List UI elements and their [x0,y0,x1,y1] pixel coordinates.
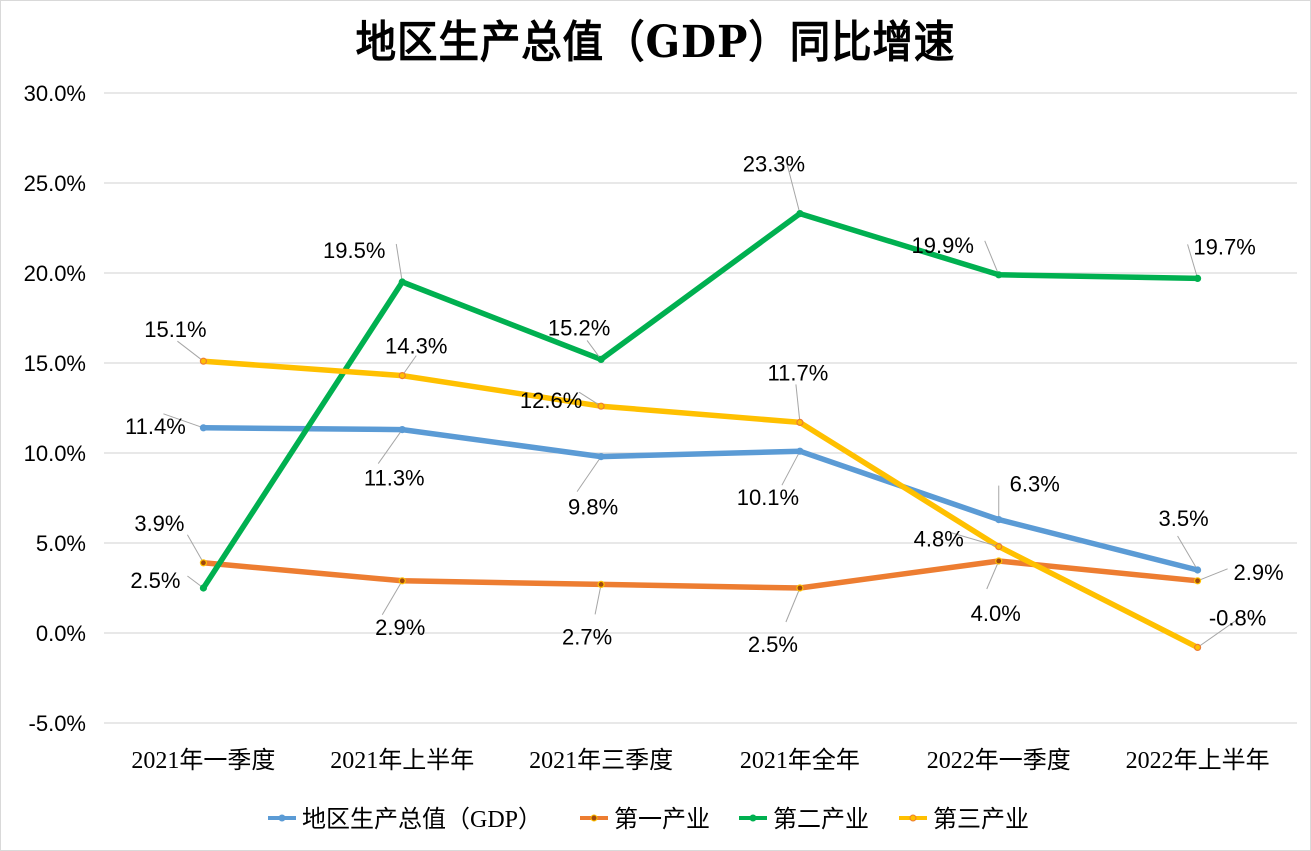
y-tick-label: 10.0% [24,441,86,466]
data-point[interactable] [398,577,406,585]
series-line [200,425,1201,573]
series-line [200,210,1201,591]
data-point[interactable] [398,372,406,380]
legend-label[interactable]: 第一产业 [614,806,710,833]
data-label: 2.9% [1234,560,1284,585]
leader-line [163,413,204,429]
data-point[interactable] [796,447,804,455]
data-label: 4.8% [914,527,964,552]
data-label: 3.9% [134,511,184,536]
series-line [200,358,1201,651]
y-tick-label: 5.0% [36,531,86,556]
leader-line [950,532,999,548]
x-tick-label: 2021年全年 [740,747,860,774]
x-tick-label: 2021年上半年 [330,747,474,774]
legend-marker [909,814,917,822]
leader-line [395,243,403,283]
data-label: 23.3% [743,152,805,177]
data-label: 19.5% [323,238,385,263]
data-point[interactable] [1193,274,1202,282]
data-label: 2.5% [748,632,798,657]
legend-marker [749,814,757,822]
data-label: 12.6% [520,388,582,413]
data-point[interactable] [796,584,804,592]
leader-line [986,560,1000,590]
data-label: 11.7% [768,360,829,385]
data-label: 19.7% [1193,234,1255,259]
data-label: 3.5% [1159,506,1209,531]
data-label: 6.3% [1010,472,1060,497]
leader-line [401,355,417,376]
data-point[interactable] [597,402,605,410]
data-label: 2.7% [562,624,612,649]
leader-line [177,340,204,362]
y-tick-label: -5.0% [29,711,86,736]
y-tick-label: 30.0% [24,81,86,106]
leader-line [795,384,801,423]
data-point[interactable] [398,426,406,434]
y-tick-label: 0.0% [36,621,86,646]
data-label: 2.9% [375,615,425,640]
data-label: 14.3% [385,334,447,359]
data-point[interactable] [995,542,1003,551]
chart-title: 地区生产总值（GDP）同比增速 [355,17,956,68]
legend-marker [278,814,286,822]
data-point[interactable] [1193,566,1202,574]
leader-line [576,456,602,492]
data-label: -0.8% [1209,605,1266,630]
x-tick-label: 2022年上半年 [1126,747,1270,774]
y-tick-label: 15.0% [24,351,86,376]
leader-line [781,450,801,486]
leader-line [1197,568,1228,582]
y-tick-label: 25.0% [24,171,86,196]
legend-label[interactable]: 地区生产总值（GDP） [302,806,542,833]
y-tick-label: 20.0% [24,261,86,286]
leader-line [1177,535,1199,571]
leader-line [578,391,602,407]
leader-line [186,534,204,564]
data-point[interactable] [796,210,804,218]
leader-line [381,580,403,616]
leader-line [1187,244,1199,279]
legend-label[interactable]: 第三产业 [933,806,1029,833]
data-label: 2.5% [130,568,180,593]
data-point[interactable] [995,271,1003,279]
data-point[interactable] [995,557,1003,565]
data-point[interactable] [995,515,1003,524]
x-tick-label: 2022年一季度 [927,747,1071,774]
legend-label[interactable]: 第二产业 [773,806,869,833]
leader-line [1197,618,1238,648]
leader-line [984,240,1000,275]
leader-line [586,340,602,360]
data-point[interactable] [597,355,605,363]
data-label: 9.8% [568,495,618,520]
leader-line [594,584,602,615]
data-label: 19.9% [912,233,974,258]
x-tick-label: 2021年三季度 [529,747,673,774]
data-point[interactable] [1193,643,1202,652]
data-point[interactable] [597,580,605,589]
data-point[interactable] [1193,577,1202,585]
data-point[interactable] [796,418,804,426]
data-label: 15.2% [548,315,610,340]
data-point[interactable] [199,424,208,432]
data-label: 11.3% [364,466,425,491]
leader-line [377,429,403,464]
data-point[interactable] [199,584,208,592]
data-point[interactable] [199,357,208,365]
leader-line [785,587,801,623]
legend-marker [590,814,598,822]
data-label: 4.0% [971,601,1021,626]
data-label: 15.1% [144,317,206,342]
x-tick-label: 2021年一季度 [131,747,275,774]
data-label: 11.4% [125,414,186,439]
data-point[interactable] [597,453,605,461]
data-point[interactable] [398,278,406,286]
leader-line [785,159,801,214]
data-label: 10.1% [737,485,799,510]
data-point[interactable] [199,559,208,567]
